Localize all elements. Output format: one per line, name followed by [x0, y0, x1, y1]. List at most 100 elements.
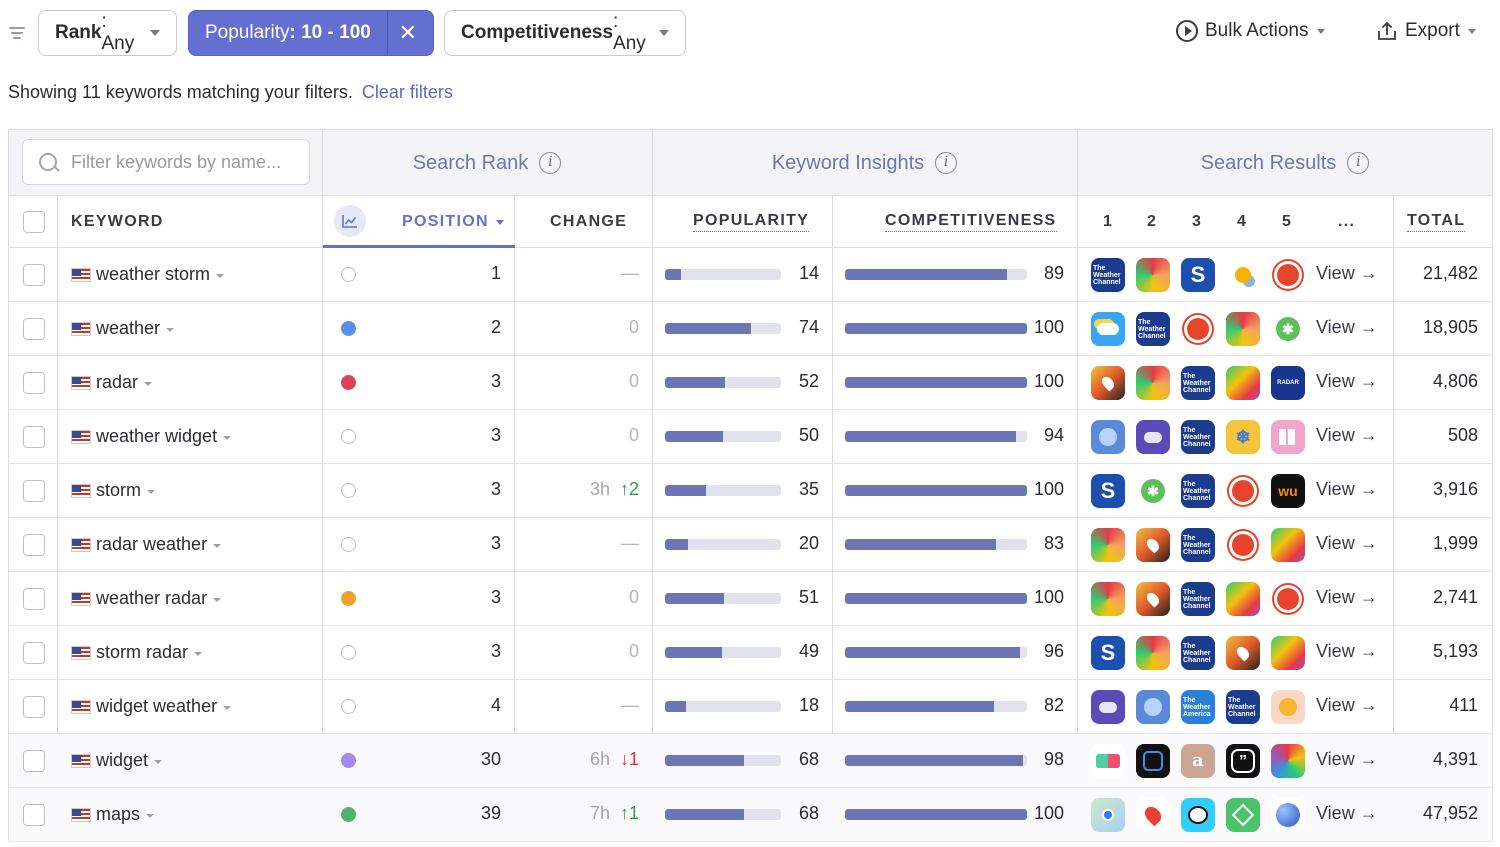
- table-row[interactable]: widget 30 6h ↓1 68 98 View → 4,391 a ”: [9, 734, 1492, 788]
- leaf-app-icon[interactable]: ✱: [1136, 474, 1170, 508]
- chevron-down-icon[interactable]: [154, 759, 163, 764]
- view-results-link[interactable]: View →: [1316, 641, 1378, 661]
- map-pin-app-icon[interactable]: [1226, 636, 1260, 670]
- chevron-down-icon[interactable]: [223, 435, 232, 440]
- view-results-link[interactable]: View →: [1316, 749, 1378, 769]
- radar-blue-app-icon[interactable]: RADAR: [1271, 366, 1305, 400]
- keyword-cell[interactable]: widget: [71, 734, 163, 787]
- keyword-cell[interactable]: maps: [71, 788, 155, 841]
- purple-cloud-app-icon[interactable]: [1136, 420, 1170, 454]
- map-pin-app-icon[interactable]: [1091, 366, 1125, 400]
- rank-dot-cell[interactable]: [341, 464, 356, 517]
- radar-app-icon[interactable]: [1226, 312, 1260, 346]
- view-results-link[interactable]: View →: [1316, 371, 1378, 391]
- rank-indicator-dot[interactable]: [341, 591, 356, 606]
- chevron-down-icon[interactable]: [223, 705, 232, 710]
- chevron-down-icon[interactable]: [147, 489, 155, 494]
- map-pin-app-icon[interactable]: [1136, 528, 1170, 562]
- radar-app-icon[interactable]: [1091, 582, 1125, 616]
- radar2-app-icon[interactable]: [1226, 366, 1260, 400]
- close-icon[interactable]: ✕: [398, 20, 418, 45]
- radar-app-icon[interactable]: [1136, 258, 1170, 292]
- letter-a-app-icon[interactable]: a: [1181, 744, 1215, 778]
- keyword-cell[interactable]: weather: [71, 302, 175, 355]
- rank-dot-cell[interactable]: [341, 410, 356, 463]
- storm-app-icon[interactable]: S: [1181, 258, 1215, 292]
- row-checkbox[interactable]: [23, 318, 45, 340]
- keyword-cell[interactable]: radar: [71, 356, 153, 409]
- rank-dot-cell[interactable]: [341, 572, 356, 625]
- table-row[interactable]: maps 39 7h ↑1 68 100 View → 47,952: [9, 788, 1492, 842]
- red-sun-app-icon[interactable]: [1271, 582, 1305, 616]
- view-results-link[interactable]: View →: [1316, 263, 1378, 283]
- keyword-cell[interactable]: weather storm: [71, 248, 225, 301]
- planet-app-icon[interactable]: [1091, 420, 1125, 454]
- rank-dot-cell[interactable]: [341, 518, 356, 571]
- rank-dot-cell[interactable]: [341, 356, 356, 409]
- keyword-cell[interactable]: weather widget: [71, 410, 232, 463]
- rank-dot-cell[interactable]: [341, 734, 356, 787]
- row-checkbox[interactable]: [23, 804, 45, 826]
- row-checkbox[interactable]: [23, 750, 45, 772]
- twc-app-icon[interactable]: The Weather Channel: [1181, 366, 1215, 400]
- red-sun-app-icon[interactable]: [1181, 312, 1215, 346]
- chevron-down-icon[interactable]: [194, 651, 203, 656]
- rank-indicator-dot[interactable]: [341, 267, 356, 282]
- chevron-down-icon[interactable]: [216, 273, 225, 278]
- twc-app-icon[interactable]: The Weather Channel: [1181, 636, 1215, 670]
- quote-app-icon[interactable]: ”: [1226, 744, 1260, 778]
- col-total[interactable]: TOTAL: [1407, 196, 1466, 248]
- row-checkbox[interactable]: [23, 480, 45, 502]
- chevron-down-icon[interactable]: [213, 543, 222, 548]
- col-change[interactable]: CHANGE: [550, 196, 627, 248]
- storm-app-icon[interactable]: S: [1091, 474, 1125, 508]
- row-checkbox[interactable]: [23, 642, 45, 664]
- sun-face-app-icon[interactable]: [1271, 690, 1305, 724]
- keyword-cell[interactable]: radar weather: [71, 518, 222, 571]
- leaf-app-icon[interactable]: ✱: [1271, 312, 1305, 346]
- rank-indicator-dot[interactable]: [341, 321, 356, 336]
- view-results-link[interactable]: View →: [1316, 695, 1378, 715]
- rank-dot-cell[interactable]: [341, 626, 356, 679]
- table-row[interactable]: weather storm 1 — 14 89 View → 21,482 The Weathe…: [9, 248, 1492, 302]
- popularity-filter-chip[interactable]: Popularity: 10 - 100 ✕: [188, 10, 434, 56]
- col-position[interactable]: POSITION: [402, 196, 504, 248]
- keyword-cell[interactable]: weather radar: [71, 572, 222, 625]
- purple-cloud-app-icon[interactable]: [1091, 690, 1125, 724]
- rank-indicator-dot[interactable]: [341, 537, 356, 552]
- red-sun-app-icon[interactable]: [1271, 258, 1305, 292]
- red-sun-app-icon[interactable]: [1226, 528, 1260, 562]
- twc-app-icon[interactable]: The Weather Channel: [1136, 312, 1170, 346]
- table-row[interactable]: weather 2 0 74 100 View → 18,905 The Weather Chan…: [9, 302, 1492, 356]
- table-row[interactable]: radar 3 0 52 100 View → 4,806 The Weather Channel…: [9, 356, 1492, 410]
- rank-dot-cell[interactable]: [341, 248, 356, 301]
- twc-app-icon[interactable]: The Weather Channel: [1181, 582, 1215, 616]
- radar-app-icon[interactable]: [1136, 366, 1170, 400]
- view-results-link[interactable]: View →: [1316, 533, 1378, 553]
- filter-icon[interactable]: [9, 27, 25, 39]
- info-icon[interactable]: i: [935, 152, 958, 174]
- keyword-filter-input[interactable]: Filter keywords by name...: [22, 139, 310, 185]
- view-results-link[interactable]: View →: [1316, 425, 1378, 445]
- popularity-filter-label[interactable]: Popularity: 10 - 100: [189, 11, 388, 55]
- table-row[interactable]: radar weather 3 — 20 83 View → 1,999 The Weather…: [9, 518, 1492, 572]
- radar-app-icon[interactable]: [1136, 636, 1170, 670]
- snow-app-icon[interactable]: ❄: [1226, 420, 1260, 454]
- row-checkbox[interactable]: [23, 588, 45, 610]
- table-row[interactable]: storm radar 3 0 49 96 View → 5,193 S The Weather C…: [9, 626, 1492, 680]
- select-all-checkbox[interactable]: [23, 211, 45, 233]
- rank-indicator-dot[interactable]: [341, 807, 356, 822]
- rank-dot-cell[interactable]: [341, 788, 356, 841]
- view-results-link[interactable]: View →: [1316, 479, 1378, 499]
- rank-indicator-dot[interactable]: [341, 375, 356, 390]
- cloud-app-icon[interactable]: [1091, 312, 1125, 346]
- view-results-link[interactable]: View →: [1316, 803, 1378, 823]
- twc-app-icon[interactable]: The Weather Channel: [1181, 420, 1215, 454]
- blue-globe-app-icon[interactable]: [1271, 798, 1305, 832]
- row-checkbox[interactable]: [23, 426, 45, 448]
- widgets-app-icon[interactable]: [1091, 744, 1125, 778]
- chevron-down-icon[interactable]: [166, 327, 175, 332]
- keyword-cell[interactable]: storm radar: [71, 626, 203, 679]
- radar2-app-icon[interactable]: [1226, 582, 1260, 616]
- chevron-down-icon[interactable]: [144, 381, 153, 386]
